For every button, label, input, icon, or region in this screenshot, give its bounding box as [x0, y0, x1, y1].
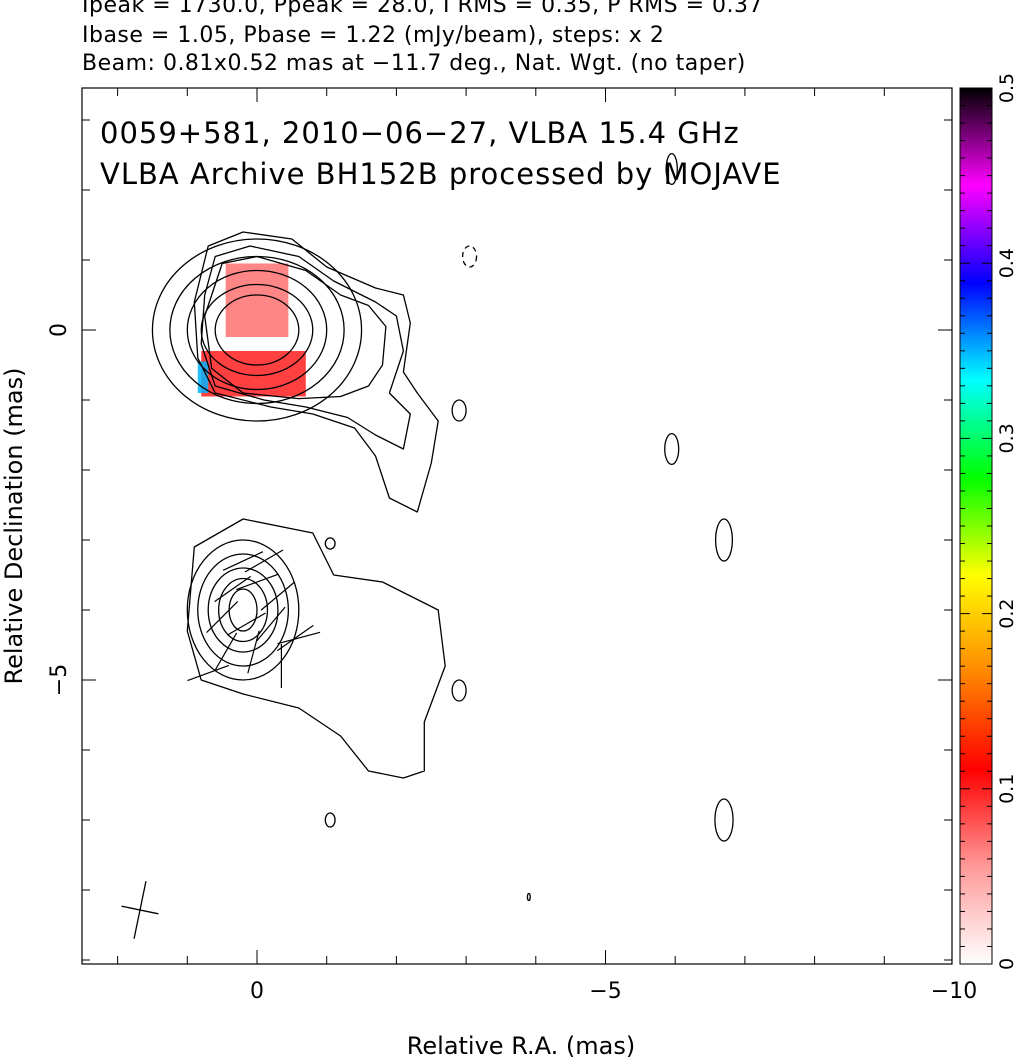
- y-tick-label: −5: [47, 664, 72, 696]
- header-line-2: Ibase = 1.05, Pbase = 1.22 (mJy/beam), s…: [82, 23, 665, 48]
- x-tick-label: −10: [931, 979, 977, 1004]
- y-axis-label: Relative Declination (mas): [0, 367, 28, 684]
- x-tick-label: 0: [250, 979, 264, 1004]
- header-line-3: Beam: 0.81x0.52 mas at −11.7 deg., Nat. …: [82, 51, 746, 76]
- upper-core-contour: [200, 283, 314, 377]
- evpa-vector: [277, 631, 321, 645]
- upper-core-contour: [151, 238, 363, 422]
- colorbar-tick-label: 0.2: [996, 598, 1018, 628]
- ticks-layer: 0 −5 −10 0 −5: [47, 88, 977, 1004]
- noise-contour: [324, 812, 336, 828]
- chart-title-line-2: VLBA Archive BH152B processed by MOJAVE: [100, 157, 782, 191]
- upper-jet-contour: [200, 245, 411, 450]
- noise-contour: [451, 399, 467, 422]
- colorbar-tick-label: 0.1: [996, 774, 1018, 804]
- beam-minor-axis: [121, 905, 159, 915]
- polarization-patch: [197, 361, 209, 393]
- colorbar-tick-label: 0.3: [996, 423, 1018, 453]
- evpa-vector: [247, 630, 260, 674]
- lower-core-contour: [197, 553, 290, 667]
- x-tick-label: −5: [589, 979, 621, 1004]
- x-axis-label: Relative R.A. (mas): [407, 1032, 635, 1060]
- evpa-vector: [256, 606, 286, 642]
- evpa-vector: [214, 575, 251, 603]
- evpa-vector: [276, 624, 314, 652]
- lower-jet-contour: [186, 518, 446, 779]
- noise-contour: [461, 245, 478, 268]
- lower-core-contour: [228, 588, 258, 632]
- evpa-vector: [187, 664, 230, 682]
- upper-core-contour: [214, 294, 300, 366]
- evpa-vector: [236, 573, 278, 591]
- noise-contour: [664, 432, 680, 466]
- lower-core-contour: [186, 539, 300, 681]
- colorbar-tick-label: 0.5: [996, 73, 1018, 103]
- lower-core-contour: [207, 567, 279, 653]
- map-layer: [121, 152, 734, 939]
- noise-contour: [451, 679, 467, 702]
- noise-contour: [714, 518, 734, 562]
- noise-contour: [665, 152, 678, 186]
- upper-jet-contour: [193, 231, 439, 513]
- colorbar-tick-label: 0: [996, 958, 1018, 970]
- y-tick-label: 0: [47, 323, 72, 337]
- plot-frame: [81, 87, 953, 965]
- evpa-vector: [260, 581, 296, 611]
- evpa-vector: [244, 549, 284, 573]
- lower-core-contour: [218, 577, 269, 643]
- colorbar-tick-label: 0.4: [996, 248, 1018, 278]
- noise-contour: [324, 537, 336, 550]
- upper-core-contour: [186, 269, 328, 391]
- chart-title-line-1: 0059+581, 2010−06−27, VLBA 15.4 GHz: [100, 116, 740, 150]
- evpa-vector: [206, 601, 239, 633]
- noise-contour: [714, 798, 734, 842]
- colorbar-ticks: 0 0.1 0.2 0.3 0.4 0.5: [960, 73, 1018, 970]
- evpa-vector: [227, 612, 266, 636]
- evpa-vector: [222, 551, 264, 571]
- noise-contour: [526, 892, 531, 902]
- upper-jet-contour: [204, 255, 387, 400]
- header-line-1: Ipeak = 1730.0, Ppeak = 28.0, I RMS = 0.…: [82, 0, 763, 18]
- evpa-vector: [214, 632, 238, 672]
